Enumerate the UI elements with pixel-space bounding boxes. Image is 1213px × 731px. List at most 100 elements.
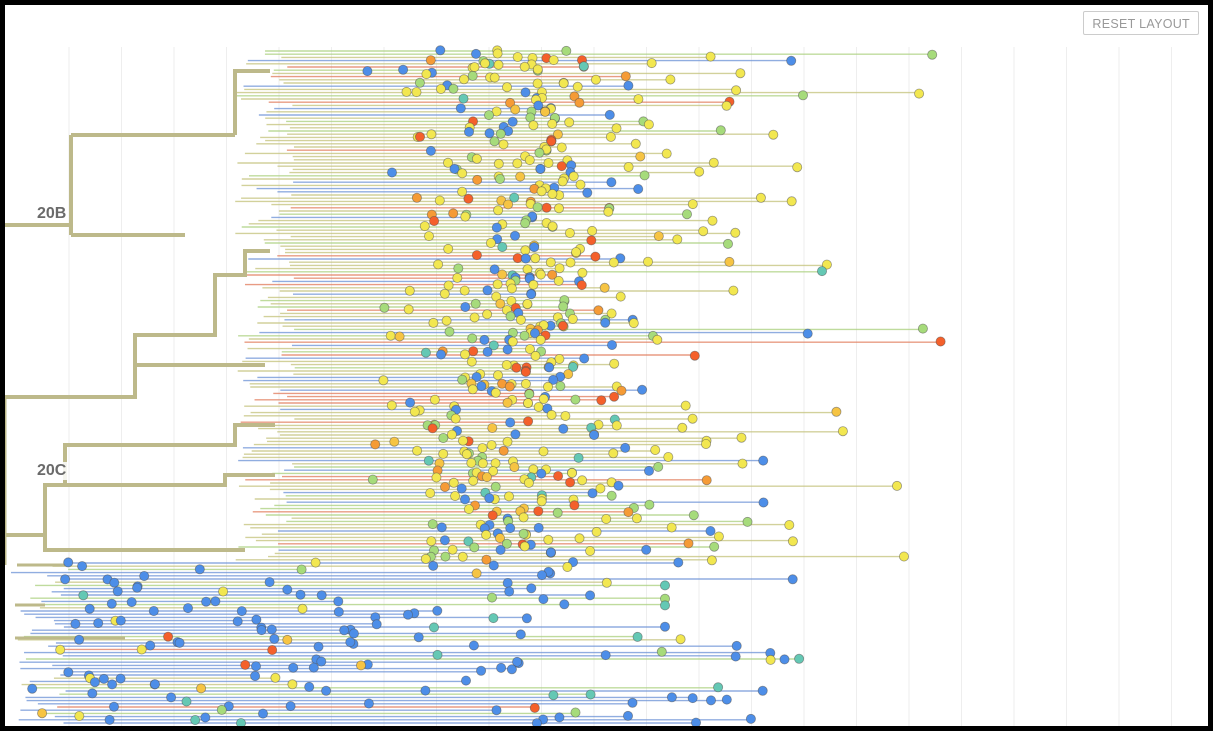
tip-marker bbox=[575, 179, 586, 190]
tip-marker bbox=[487, 422, 498, 433]
tip-marker bbox=[190, 715, 201, 726]
tip-marker bbox=[521, 613, 532, 624]
tip-marker bbox=[449, 163, 460, 174]
tip-marker bbox=[538, 446, 549, 457]
tip-marker bbox=[490, 481, 501, 492]
tip-marker bbox=[139, 571, 150, 582]
tip-marker bbox=[570, 394, 581, 405]
tip-marker bbox=[582, 187, 593, 198]
tip-marker bbox=[541, 202, 552, 213]
tip-marker bbox=[534, 147, 545, 158]
tip-marker bbox=[115, 673, 126, 684]
tip-marker bbox=[413, 632, 424, 643]
tip-marker bbox=[552, 507, 563, 518]
tip-marker bbox=[538, 393, 549, 404]
tip-marker bbox=[677, 422, 688, 433]
tip-marker bbox=[467, 70, 478, 81]
tip-marker bbox=[529, 328, 540, 339]
tip-markers[interactable] bbox=[27, 45, 946, 726]
tip-marker bbox=[457, 374, 468, 385]
tip-marker bbox=[470, 298, 481, 309]
tip-marker bbox=[182, 603, 193, 614]
tip-marker bbox=[109, 577, 120, 588]
tip-marker bbox=[529, 702, 540, 713]
tip-marker bbox=[483, 110, 494, 121]
tip-marker bbox=[587, 488, 598, 499]
tip-marker bbox=[660, 600, 671, 611]
tip-marker bbox=[687, 693, 698, 704]
tip-marker bbox=[724, 256, 735, 267]
tip-marker bbox=[210, 596, 221, 607]
tip-marker bbox=[650, 444, 661, 455]
tip-marker bbox=[520, 253, 531, 264]
tip-marker bbox=[536, 496, 547, 507]
tip-marker bbox=[623, 507, 634, 518]
tip-marker bbox=[560, 410, 571, 421]
tip-marker bbox=[501, 538, 512, 549]
tip-marker bbox=[522, 298, 533, 309]
tip-marker bbox=[633, 94, 644, 105]
tip-marker bbox=[484, 128, 495, 139]
phylogenetic-tree[interactable] bbox=[5, 5, 1208, 726]
tip-marker bbox=[644, 465, 655, 476]
tip-marker bbox=[232, 616, 243, 627]
tip-marker bbox=[285, 701, 296, 712]
tip-marker bbox=[794, 653, 805, 664]
tip-marker bbox=[568, 361, 579, 372]
tip-marker bbox=[257, 708, 268, 719]
tip-marker bbox=[512, 158, 523, 169]
tip-marker bbox=[398, 64, 409, 75]
tip-marker bbox=[623, 161, 634, 172]
tip-marker bbox=[448, 477, 459, 488]
tip-marker bbox=[448, 83, 459, 94]
tip-marker bbox=[481, 472, 492, 483]
tip-marker bbox=[554, 263, 565, 274]
tip-marker bbox=[798, 90, 809, 101]
tip-marker bbox=[469, 542, 480, 553]
tip-marker bbox=[554, 203, 565, 214]
tip-marker bbox=[831, 406, 842, 417]
trunk-branch bbox=[5, 397, 125, 640]
tip-marker bbox=[590, 74, 601, 85]
tip-marker bbox=[630, 138, 641, 149]
tip-marker bbox=[656, 646, 667, 657]
tip-marker bbox=[616, 385, 627, 396]
tip-marker bbox=[421, 69, 432, 80]
tip-marker bbox=[526, 289, 537, 300]
tip-marker bbox=[287, 679, 298, 690]
tip-marker bbox=[498, 139, 509, 150]
clade-label-20b: 20B bbox=[35, 205, 69, 223]
tip-marker bbox=[487, 510, 498, 521]
tip-marker bbox=[498, 445, 509, 456]
tip-marker bbox=[488, 613, 499, 624]
tip-marker bbox=[509, 230, 520, 241]
tip-marker bbox=[525, 344, 536, 355]
tip-marker bbox=[512, 656, 523, 667]
tip-marker bbox=[240, 659, 251, 670]
tip-marker bbox=[296, 564, 307, 575]
tip-marker bbox=[423, 455, 434, 466]
tip-marker bbox=[701, 438, 712, 449]
tip-marker bbox=[463, 126, 474, 137]
tip-marker bbox=[433, 259, 444, 270]
tip-marker bbox=[362, 66, 373, 77]
tip-marker bbox=[520, 87, 531, 98]
reset-layout-button[interactable]: RESET LAYOUT bbox=[1083, 11, 1199, 35]
tip-marker bbox=[495, 128, 506, 139]
tip-marker bbox=[511, 362, 522, 373]
tip-marker bbox=[427, 423, 438, 434]
tip-marker bbox=[559, 599, 570, 610]
tip-marker bbox=[37, 708, 48, 719]
tip-marker bbox=[571, 247, 582, 258]
tip-marker bbox=[316, 590, 327, 601]
tip-marker bbox=[573, 452, 584, 463]
tip-marker bbox=[495, 298, 506, 309]
tip-marker bbox=[706, 555, 717, 566]
tip-marker bbox=[492, 279, 503, 290]
tip-marker bbox=[730, 227, 741, 238]
tip-marker bbox=[457, 435, 468, 446]
tip-marker bbox=[554, 712, 565, 723]
tip-marker bbox=[590, 251, 601, 262]
tip-marker bbox=[745, 713, 756, 724]
tip-marker bbox=[466, 457, 477, 468]
